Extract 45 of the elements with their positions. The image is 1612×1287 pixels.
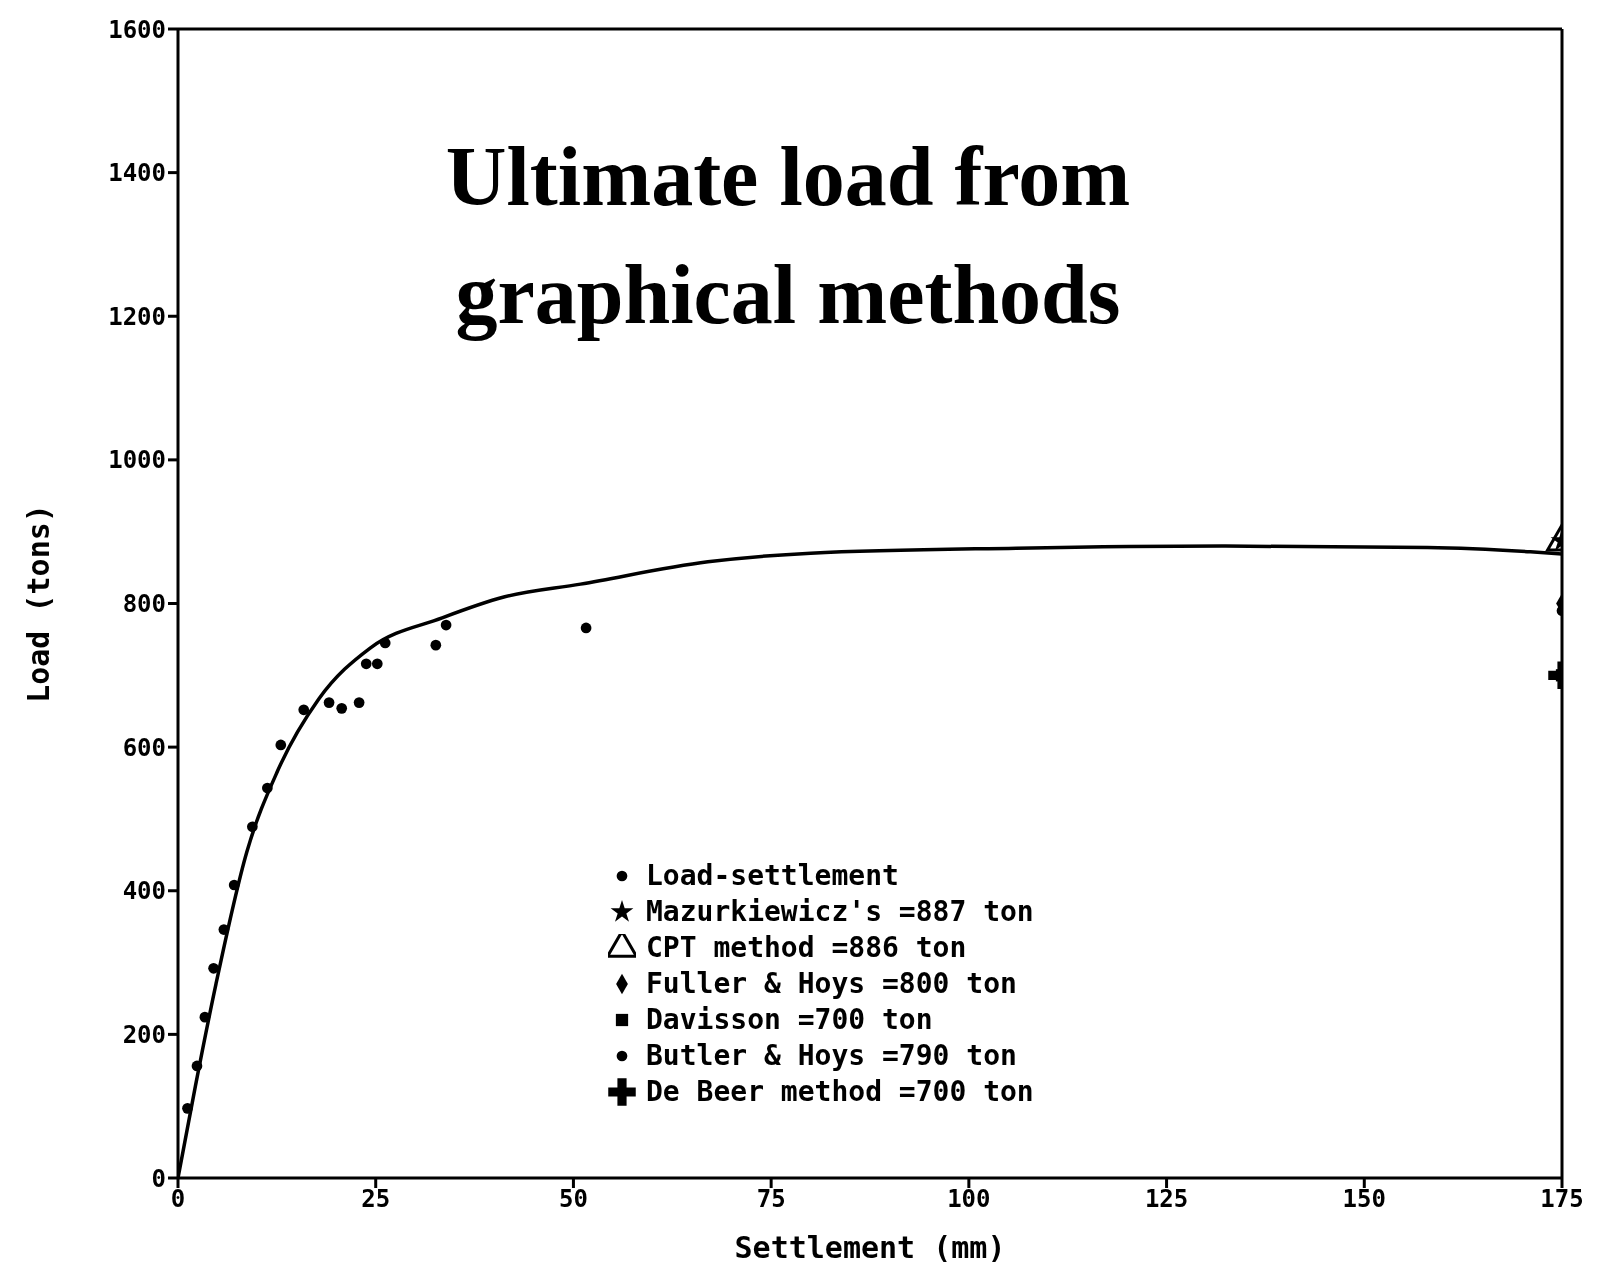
point	[246, 821, 258, 833]
point	[275, 739, 287, 751]
y-tick-label: 800	[122, 590, 166, 619]
x-tick-label: 175	[1540, 1185, 1584, 1214]
point	[218, 924, 230, 935]
x-tick-label: 100	[947, 1185, 991, 1214]
x-tick-label: 75	[756, 1185, 786, 1214]
point	[199, 1011, 211, 1023]
x-tick-label: 150	[1342, 1185, 1386, 1214]
legend-label: Load-settlement	[646, 858, 899, 894]
y-tick-label: 200	[122, 1020, 166, 1049]
point	[182, 1103, 193, 1114]
point	[323, 697, 335, 708]
y-tick-label: 0	[151, 1164, 166, 1193]
legend-label: CPT method =886 ton	[646, 930, 967, 966]
x-tick-label: 0	[170, 1185, 186, 1214]
point	[298, 704, 310, 716]
legend-label: Mazurkiewicz's =887 ton	[646, 894, 1034, 930]
point	[336, 703, 348, 714]
text: Ultimate load from graphical methods	[444, 129, 1132, 343]
x-tick-label: 50	[558, 1185, 588, 1214]
y-axis-title: Load (tons)	[20, 504, 56, 703]
point	[371, 658, 383, 670]
y-tick-label: 1200	[108, 302, 166, 331]
legend-label: Butler & Hoys =790 ton	[646, 1038, 1017, 1074]
point	[353, 697, 365, 708]
point	[430, 639, 442, 651]
y-tick-label: 1000	[108, 446, 166, 475]
y-tick-label: 600	[122, 733, 166, 762]
y-tick-label: 1600	[108, 15, 166, 44]
point	[208, 962, 219, 974]
legend-label: Fuller & Hoys =800 ton	[646, 966, 1017, 1002]
point	[440, 619, 452, 631]
legend-label: Davisson =700 ton	[646, 1002, 933, 1038]
y-tick-label: 1400	[108, 159, 166, 188]
point	[191, 1060, 203, 1072]
x-tick-label: 25	[361, 1185, 391, 1214]
point	[228, 879, 240, 891]
x-axis-title: Settlement (mm)	[734, 1230, 1006, 1265]
point	[262, 782, 273, 794]
x-tick-label: 125	[1144, 1185, 1189, 1214]
point	[580, 622, 592, 634]
point	[360, 658, 372, 670]
y-tick-label: 400	[122, 877, 166, 906]
legend-label: De Beer method =700 ton	[646, 1074, 1034, 1110]
